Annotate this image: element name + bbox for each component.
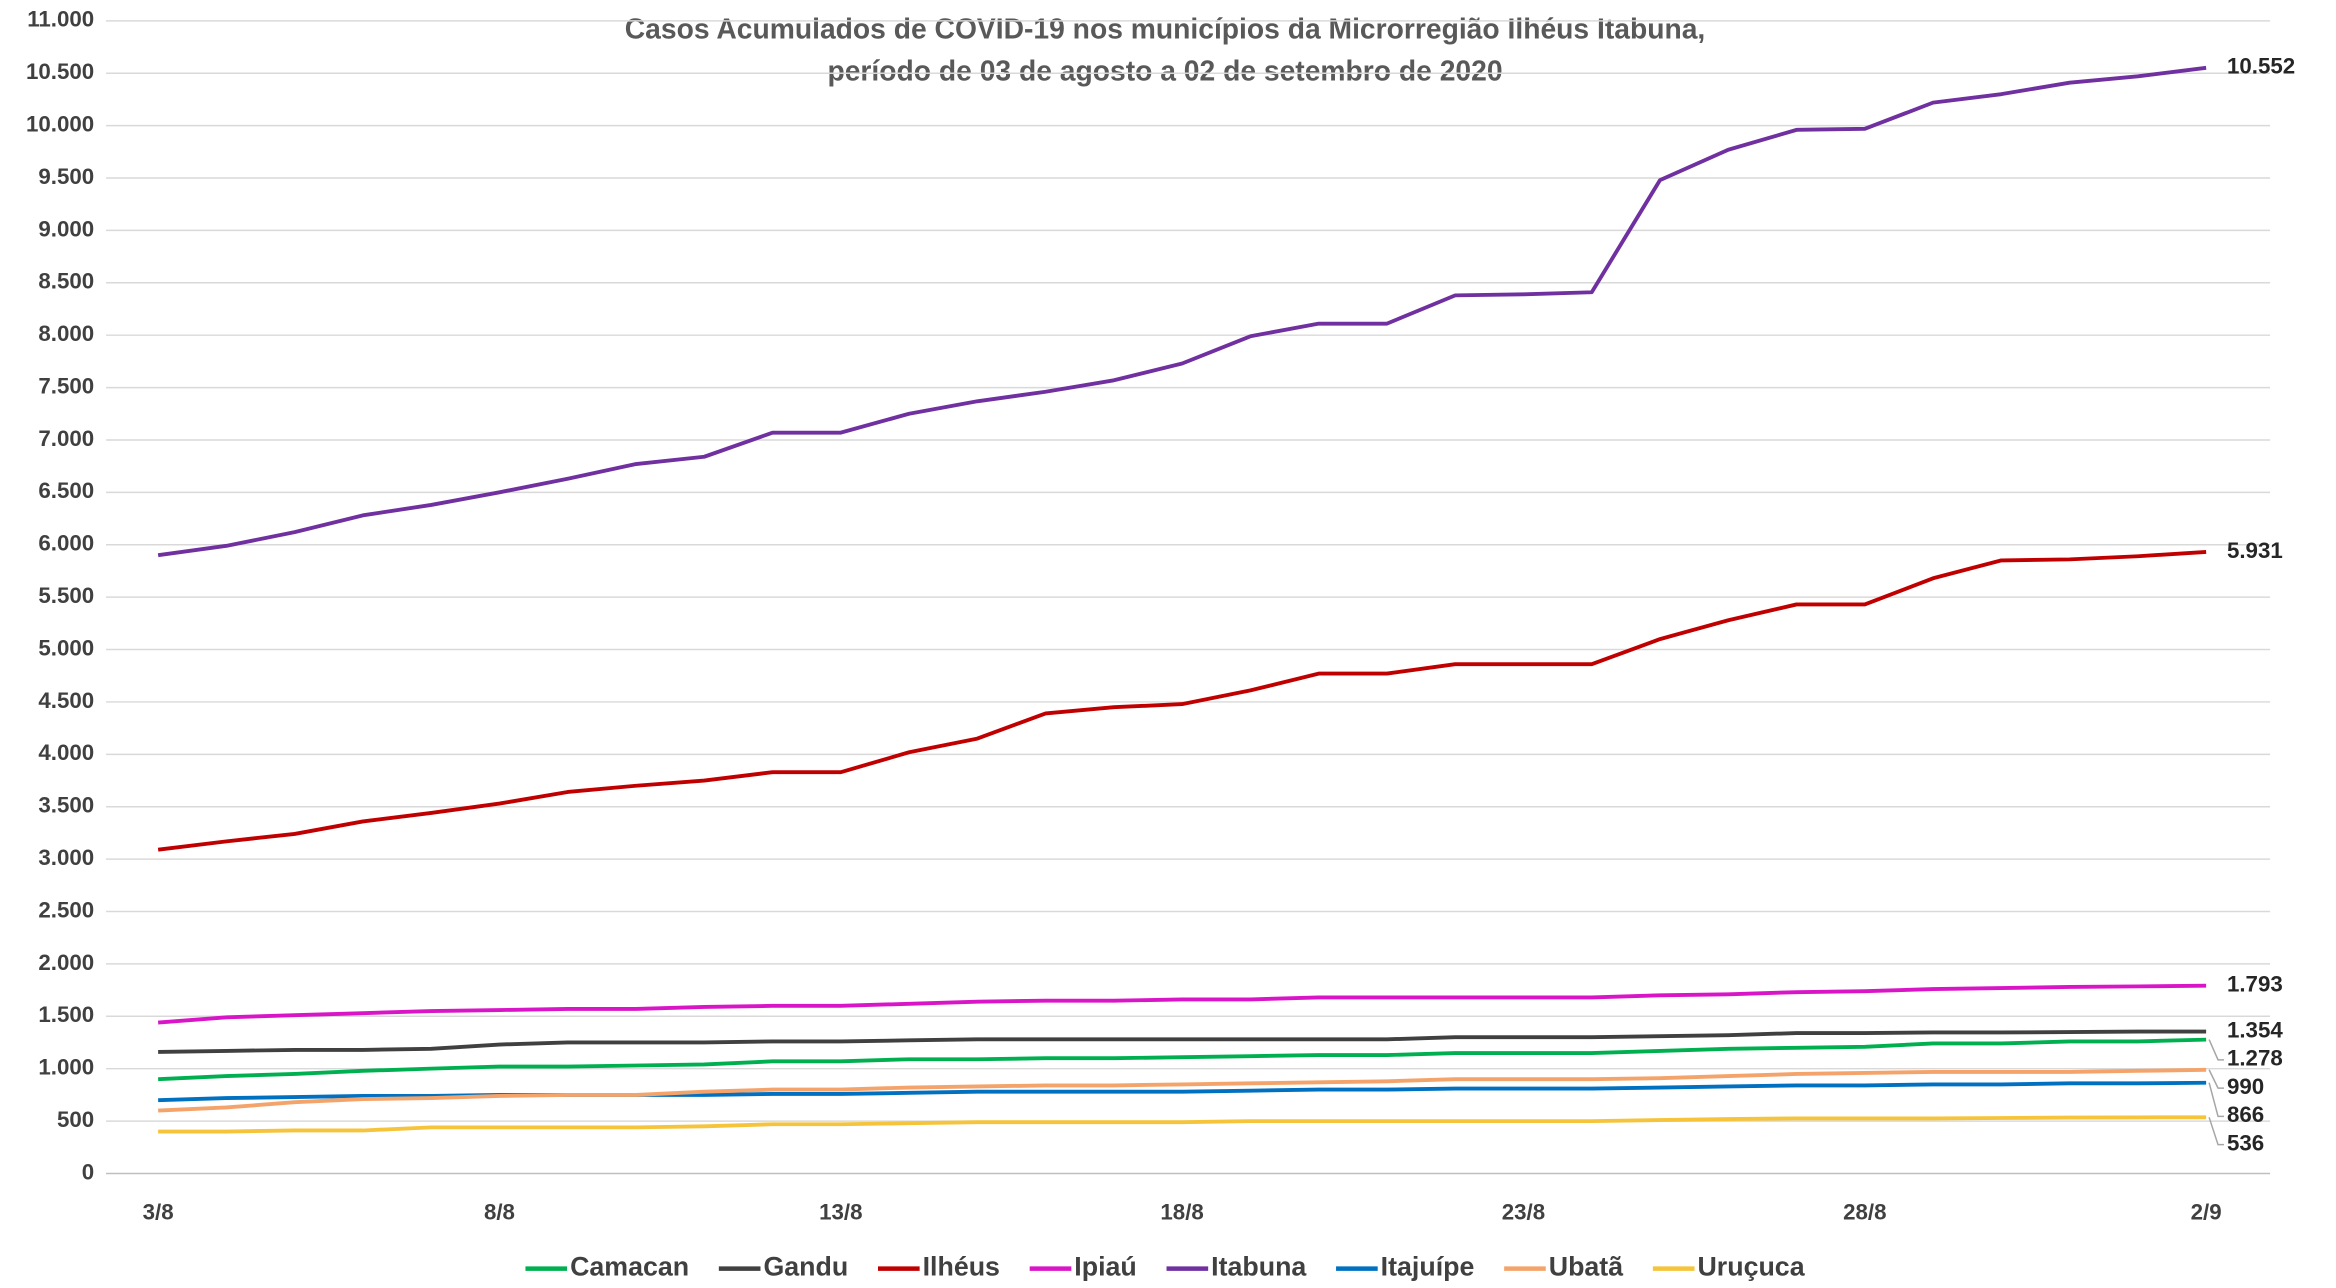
x-tick-label: 18/8 — [1160, 1200, 1203, 1225]
y-tick-label: 3.000 — [38, 845, 94, 870]
y-tick-label: 9.500 — [38, 164, 94, 189]
y-tick-label: 2.500 — [38, 897, 94, 922]
chart-title: Casos Acumulados de COVID-19 nos municíp… — [625, 13, 1706, 45]
y-tick-label: 8.000 — [38, 321, 94, 346]
series-line — [158, 1067, 2207, 1113]
y-tick-label: 4.500 — [38, 688, 94, 713]
legend-label: Uruçuca — [1697, 1252, 1805, 1282]
data-label: 1.354 — [2227, 1017, 2283, 1042]
y-tick-label: 2.000 — [38, 950, 94, 975]
legend-label: Gandu — [763, 1252, 848, 1282]
y-tick-label: 9.000 — [38, 216, 94, 241]
y-tick-label: 6.000 — [38, 531, 94, 556]
y-tick-label: 8.500 — [38, 269, 94, 294]
y-tick-label: 5.000 — [38, 635, 94, 660]
data-label: 866 — [2227, 1102, 2264, 1127]
y-tick-label: 5.500 — [38, 583, 94, 608]
x-tick-label: 13/8 — [819, 1200, 862, 1225]
y-tick-label: 0 — [82, 1159, 94, 1184]
data-label: 1.793 — [2227, 971, 2283, 996]
y-tick-label: 4.000 — [38, 740, 94, 765]
leader-line — [2208, 1039, 2224, 1061]
y-tick-label: 11.000 — [27, 7, 94, 32]
data-label: 1.278 — [2227, 1046, 2283, 1071]
chart-title: período de 03 de agosto a 02 de setembro… — [827, 54, 1502, 86]
leader-line — [2208, 1117, 2224, 1146]
y-tick-label: 1.000 — [38, 1055, 94, 1080]
legend-label: Ipiaú — [1074, 1252, 1136, 1282]
y-tick-label: 10.000 — [26, 111, 94, 136]
legend-label: Ubatã — [1549, 1252, 1623, 1282]
series-line — [158, 1037, 2207, 1082]
y-tick-label: 3.500 — [38, 793, 94, 818]
data-label: 5.931 — [2227, 538, 2283, 563]
x-tick-label: 23/8 — [1502, 1200, 1545, 1225]
legend-label: Ilhéus — [923, 1252, 1000, 1282]
legend-label: Itajuípe — [1381, 1252, 1475, 1282]
leader-line — [2208, 1069, 2224, 1089]
series-line — [158, 1029, 2207, 1054]
x-tick-label: 3/8 — [143, 1200, 174, 1225]
data-label: 10.552 — [2227, 54, 2295, 79]
x-tick-label: 28/8 — [1843, 1200, 1886, 1225]
y-tick-label: 7.500 — [38, 373, 94, 398]
leader-line — [2208, 1082, 2224, 1118]
legend-label: Itabuna — [1211, 1252, 1307, 1282]
y-tick-label: 6.500 — [38, 478, 94, 503]
series-line — [158, 1115, 2207, 1134]
y-tick-label: 500 — [57, 1107, 94, 1132]
y-tick-label: 10.500 — [26, 59, 94, 84]
y-tick-label: 1.500 — [38, 1002, 94, 1027]
legend-label: Camacan — [570, 1252, 689, 1282]
x-tick-label: 2/9 — [2191, 1200, 2222, 1225]
series-line — [157, 983, 2207, 1025]
series-line — [157, 65, 2207, 558]
series-line — [157, 550, 2207, 852]
data-label: 990 — [2227, 1074, 2264, 1099]
data-label: 536 — [2227, 1131, 2264, 1156]
y-tick-label: 7.000 — [38, 426, 94, 451]
x-tick-label: 8/8 — [484, 1200, 515, 1225]
